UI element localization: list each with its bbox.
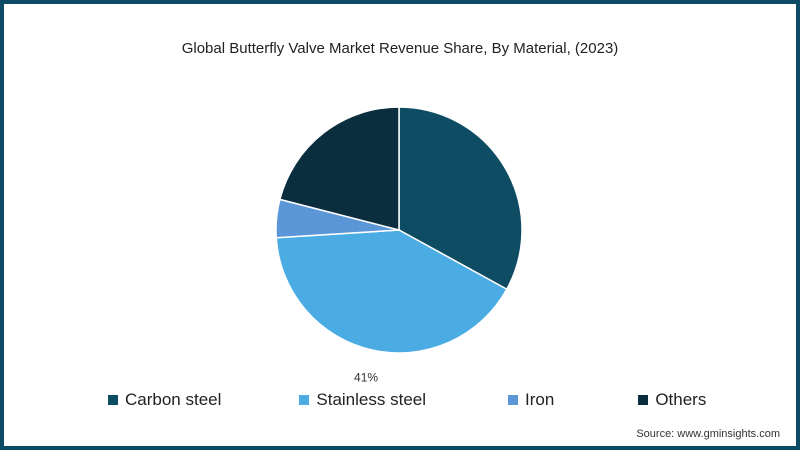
pie-slice-others [278, 106, 400, 231]
legend-item-carbon-steel: Carbon steel [108, 390, 221, 410]
pie-slice-stainless-steel [275, 229, 508, 354]
legend-label: Others [655, 390, 707, 409]
chart-title: Global Butterfly Valve Market Revenue Sh… [181, 40, 619, 57]
legend-item-iron: Iron [508, 390, 554, 410]
legend-label: Stainless steel [316, 390, 427, 409]
legend-swatch [299, 395, 310, 405]
source-note: Source: www.gminsights.com [636, 428, 780, 440]
legend-item-stainless-steel: Stainless steel [299, 390, 426, 410]
legend-swatch [638, 395, 649, 405]
data-label-stainless-steel: 41% [354, 370, 378, 384]
chart-legend: Carbon steel Stainless steel Iron Others [108, 390, 706, 410]
legend-label: Carbon steel [125, 390, 222, 409]
pie-chart: 41% [275, 106, 523, 384]
legend-swatch [508, 395, 519, 405]
legend-item-others: Others [638, 390, 706, 410]
legend-label: Iron [525, 390, 555, 409]
legend-swatch [108, 395, 118, 405]
pie-slice-carbon-steel [398, 106, 523, 291]
